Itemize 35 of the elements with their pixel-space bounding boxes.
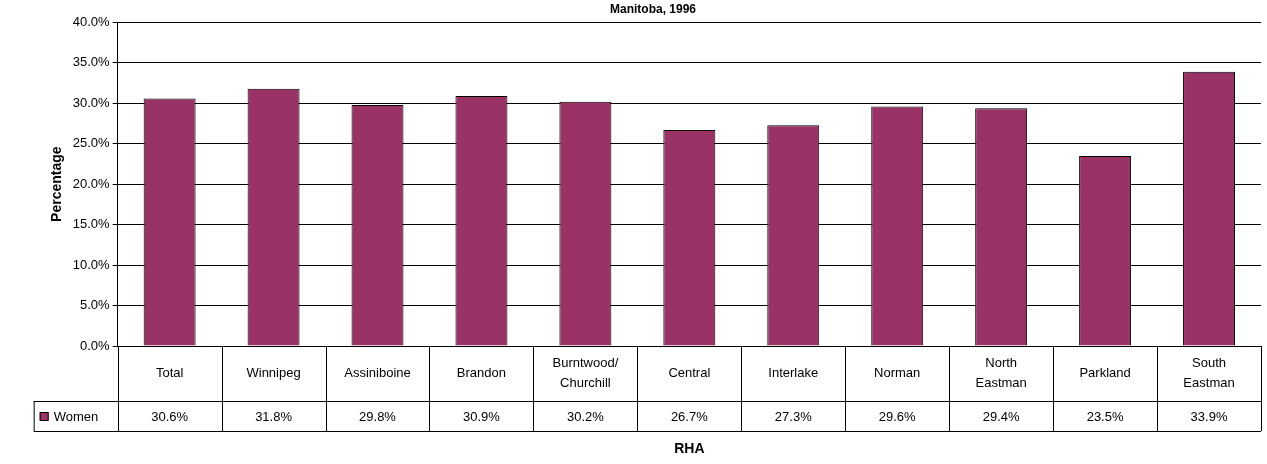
data-label: 23.5% (1086, 408, 1124, 424)
x-tick-label: Brandon (456, 365, 507, 381)
x-tick-label: North Eastman (975, 355, 1027, 391)
data-label: 30.2% (566, 408, 605, 424)
x-axis-title: RHA (674, 439, 705, 456)
data-label: 29.8% (359, 408, 397, 424)
x-tick-label: Burntwood/Churchill (552, 355, 619, 391)
y-tick-label: 35.0% (72, 54, 111, 70)
y-tick-label: 25.0% (72, 135, 111, 151)
data-label: 29.4% (982, 408, 1021, 424)
y-tick-label: 15.0% (72, 216, 111, 232)
x-tick-label: Winnipeg (246, 365, 301, 381)
data-label: 27.3% (774, 408, 813, 424)
data-label: 31.8% (255, 408, 293, 424)
x-tick-label: South Eastman (1183, 355, 1235, 391)
x-tick-label: Interlake (768, 365, 819, 381)
y-tick-label: 20.0% (72, 175, 111, 191)
y-axis-title: Percentage (48, 146, 65, 222)
y-tick-label: 30.0% (72, 94, 111, 110)
data-label: 33.9% (1190, 408, 1228, 424)
x-tick-label: Assiniboine (344, 365, 411, 381)
data-label: 29.6% (878, 408, 917, 424)
data-label: 30.6% (151, 408, 189, 424)
y-tick-label: 0.0% (80, 337, 111, 353)
x-tick-label: Central (668, 365, 711, 381)
x-tick-label: Norman (874, 365, 921, 381)
y-tick-label: 5.0% (80, 297, 111, 313)
x-tick-label: Total (155, 365, 184, 381)
data-label: 26.7% (670, 408, 709, 424)
y-tick-label: 10.0% (72, 256, 111, 272)
chart-title: Manitoba, 1996 (609, 1, 697, 16)
legend-label: Women (53, 408, 99, 424)
x-tick-label: Parkland (1079, 365, 1131, 381)
data-label: 30.9% (463, 408, 501, 424)
y-tick-label: 40.0% (72, 13, 111, 29)
